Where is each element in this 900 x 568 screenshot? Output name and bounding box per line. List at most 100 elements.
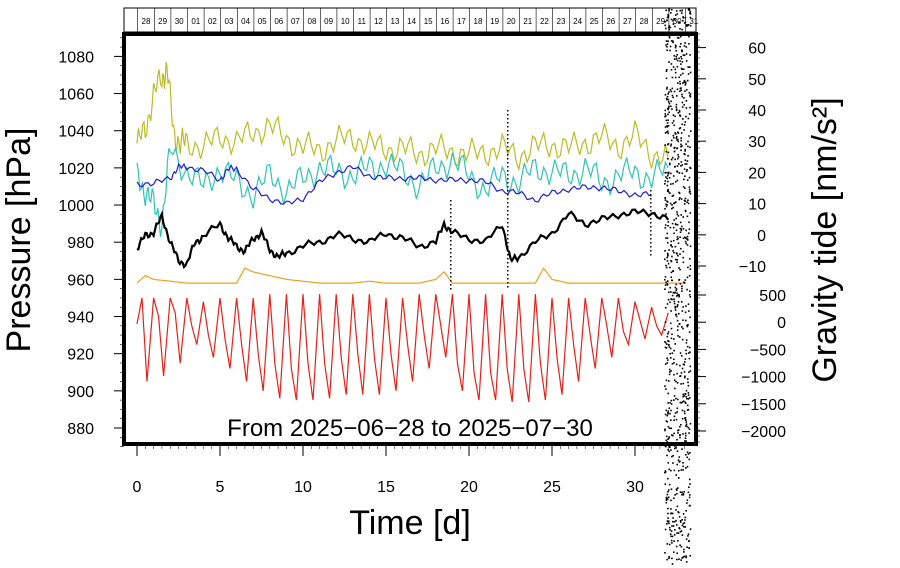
scatter-dot	[667, 119, 669, 121]
scatter-dot	[679, 231, 682, 233]
scatter-dot	[689, 95, 692, 98]
scatter-dot	[683, 443, 686, 445]
spike-dot	[450, 260, 452, 262]
scatter-dot	[687, 66, 689, 68]
scatter-dot	[678, 456, 681, 458]
scatter-dot	[677, 429, 680, 431]
scatter-dot	[681, 28, 683, 31]
scatter-dot	[676, 95, 678, 97]
scatter-dot	[681, 12, 683, 14]
spike-dot	[650, 234, 652, 236]
scatter-dot	[682, 82, 684, 84]
scatter-dot	[665, 119, 668, 122]
scatter-dot	[684, 187, 686, 189]
scatter-dot	[686, 345, 689, 348]
scatter-dot	[688, 294, 691, 296]
scatter-dot	[676, 450, 679, 452]
scatter-dot	[678, 192, 681, 195]
scatter-dot	[665, 27, 667, 30]
scatter-dot	[685, 115, 687, 118]
top-day-label: 07	[291, 17, 300, 26]
spike-dot	[507, 262, 509, 264]
scatter-dot	[684, 279, 687, 281]
scatter-dot	[675, 103, 678, 106]
top-day-label: 09	[324, 17, 333, 26]
scatter-dot	[680, 247, 682, 250]
spike-dot	[507, 134, 509, 136]
scatter-dot	[667, 130, 669, 133]
scatter-dot	[670, 370, 672, 372]
scatter-dot	[690, 130, 692, 132]
scatter-dot	[686, 404, 689, 407]
y-right-upper-tick-label: 50	[748, 72, 766, 89]
scatter-dot	[681, 9, 683, 12]
scatter-dot	[676, 147, 678, 150]
scatter-dot	[682, 556, 685, 558]
scatter-dot	[681, 49, 683, 51]
scatter-dot	[682, 319, 684, 321]
spike-dot	[507, 278, 509, 280]
spike-dot	[450, 232, 452, 234]
scatter-dot	[672, 66, 675, 68]
scatter-dot	[666, 454, 668, 457]
scatter-dot	[680, 559, 682, 561]
scatter-dot	[685, 319, 687, 322]
scatter-dot	[665, 213, 667, 215]
scatter-dot	[675, 363, 678, 366]
scatter-dot	[671, 195, 674, 197]
scatter-dot	[673, 292, 676, 294]
scatter-dot	[685, 556, 687, 559]
scatter-dot	[676, 211, 678, 213]
spike-dot	[507, 254, 509, 256]
scatter-dot	[682, 227, 685, 230]
scatter-dot	[680, 198, 683, 200]
scatter-dot	[675, 137, 678, 139]
scatter-dot	[680, 145, 682, 148]
y-right-upper-tick-label: 10	[748, 197, 766, 214]
scatter-dot	[683, 491, 685, 493]
scatter-dot	[667, 413, 669, 415]
scatter-dot	[681, 101, 684, 104]
scatter-dot	[685, 467, 687, 469]
scatter-dot	[680, 56, 682, 58]
scatter-dot	[666, 260, 669, 262]
scatter-dot	[675, 289, 678, 292]
scatter-dot	[680, 402, 683, 404]
scatter-dot	[687, 533, 690, 535]
scatter-dot	[676, 524, 678, 526]
scatter-dot	[665, 497, 668, 499]
scatter-dot	[670, 427, 672, 430]
scatter-dot	[676, 157, 679, 160]
scatter-dot	[669, 347, 672, 350]
scatter-dot	[668, 436, 670, 438]
scatter-dot	[666, 357, 668, 359]
top-day-label: 19	[490, 17, 499, 26]
y-left-tick-label: 1020	[58, 161, 94, 178]
scatter-dot	[671, 352, 674, 354]
scatter-dot	[671, 8, 673, 11]
top-day-label: 25	[590, 17, 599, 26]
scatter-dot	[667, 15, 670, 17]
scatter-dot	[679, 236, 681, 238]
scatter-dot	[687, 34, 689, 36]
scatter-dot	[672, 41, 674, 44]
scatter-dot	[676, 558, 678, 561]
scatter-dot	[668, 249, 670, 251]
spike-dot	[507, 226, 509, 228]
scatter-dot	[677, 237, 679, 240]
scatter-dot	[686, 160, 689, 162]
scatter-dot	[667, 108, 669, 111]
spike-dot	[650, 238, 652, 240]
scatter-dot	[671, 33, 673, 36]
scatter-dot	[664, 471, 667, 473]
scatter-dot	[679, 35, 682, 38]
scatter-dot	[674, 309, 677, 311]
scatter-dot	[666, 441, 669, 443]
scatter-dot	[671, 333, 673, 336]
scatter-dot	[683, 282, 686, 284]
scatter-dot	[674, 181, 677, 183]
scatter-dot	[687, 266, 689, 269]
scatter-dot	[683, 410, 686, 413]
scatter-dot	[687, 24, 689, 27]
scatter-dot	[681, 493, 683, 496]
